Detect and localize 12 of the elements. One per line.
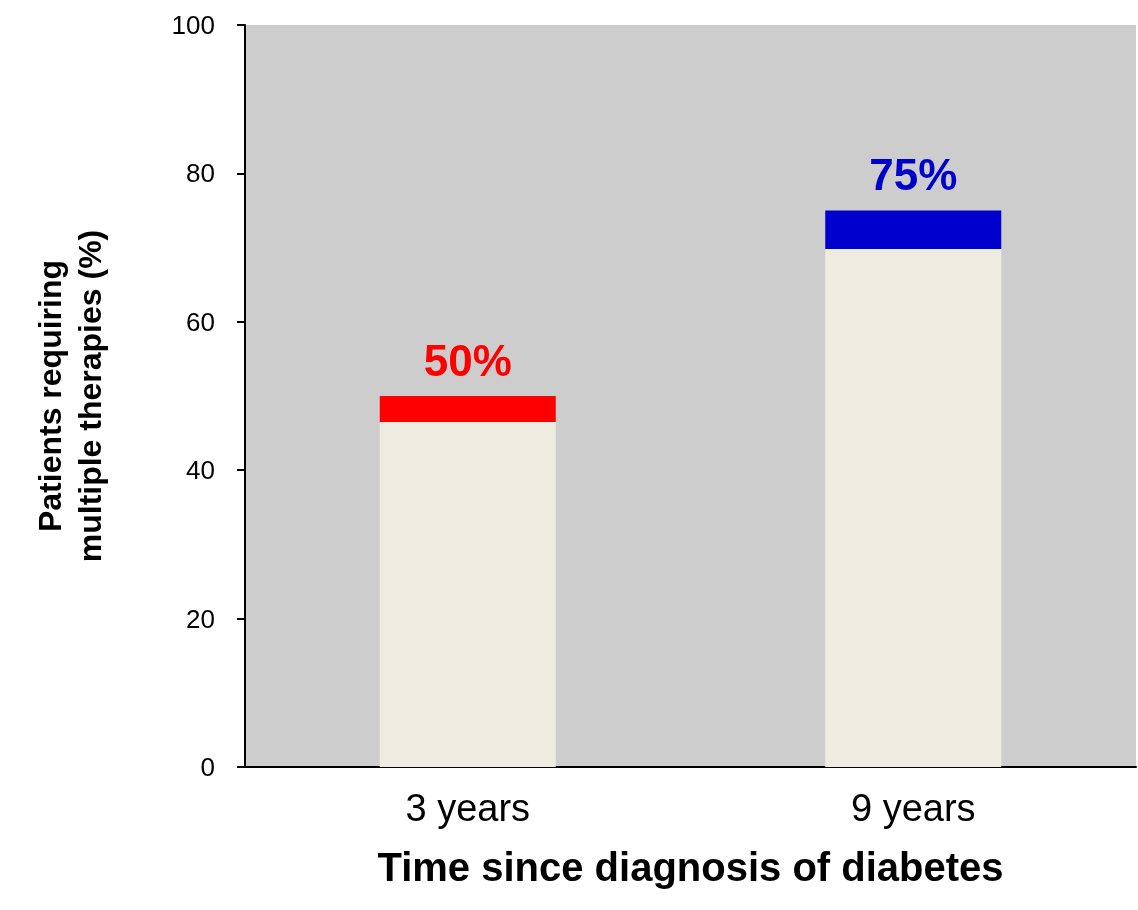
y-tick-label: 80	[186, 158, 215, 189]
x-axis-title: Time since diagnosis of diabetes	[377, 845, 1004, 889]
x-tick-label: 9 years	[850, 787, 976, 829]
data-label: 50%	[423, 335, 512, 385]
y-tick-label: 40	[186, 455, 215, 486]
y-tick-label: 0	[200, 752, 215, 782]
data-label: 75%	[869, 150, 958, 199]
x-tick-label: 3 years	[405, 787, 531, 829]
y-tick-label: 60	[186, 306, 215, 337]
y-axis-title: Patients requiring multiple therapies (%)	[32, 229, 108, 563]
y-tick-label: 20	[186, 603, 215, 634]
y-tick-label: 100	[171, 10, 215, 40]
